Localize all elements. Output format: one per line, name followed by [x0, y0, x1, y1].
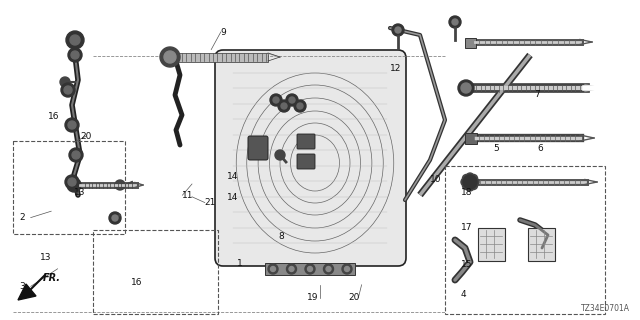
Circle shape — [68, 48, 82, 62]
Text: 14: 14 — [227, 172, 239, 181]
Circle shape — [72, 151, 80, 159]
Text: 9: 9 — [221, 28, 227, 36]
Circle shape — [270, 94, 282, 106]
Text: 11: 11 — [182, 191, 194, 200]
Circle shape — [61, 83, 75, 97]
Circle shape — [109, 212, 121, 224]
Circle shape — [294, 100, 306, 112]
Circle shape — [68, 178, 76, 186]
Text: 8: 8 — [278, 232, 284, 241]
Circle shape — [68, 121, 76, 129]
Circle shape — [164, 51, 176, 63]
Circle shape — [297, 103, 303, 109]
Circle shape — [392, 24, 404, 36]
Text: 17: 17 — [461, 223, 472, 232]
Text: 13: 13 — [40, 253, 51, 262]
Circle shape — [342, 264, 352, 274]
Circle shape — [60, 77, 70, 87]
Circle shape — [66, 31, 84, 49]
Circle shape — [64, 86, 72, 94]
Circle shape — [289, 97, 295, 103]
Bar — [93, 230, 218, 314]
Text: 18: 18 — [461, 188, 472, 196]
Circle shape — [281, 103, 287, 109]
Text: 16: 16 — [131, 278, 143, 287]
Text: 3: 3 — [19, 282, 25, 291]
Circle shape — [463, 174, 470, 182]
Circle shape — [461, 178, 469, 186]
FancyBboxPatch shape — [465, 132, 477, 143]
Circle shape — [458, 80, 474, 96]
Circle shape — [112, 215, 118, 221]
Text: 19: 19 — [307, 293, 319, 302]
Circle shape — [69, 148, 83, 162]
Circle shape — [344, 267, 349, 271]
Text: FR.: FR. — [43, 273, 61, 283]
FancyBboxPatch shape — [465, 37, 476, 47]
FancyBboxPatch shape — [215, 50, 406, 266]
Circle shape — [287, 264, 296, 274]
Circle shape — [461, 83, 471, 93]
Circle shape — [65, 175, 79, 189]
Bar — [445, 166, 605, 314]
Circle shape — [449, 16, 461, 28]
FancyBboxPatch shape — [297, 134, 315, 149]
Circle shape — [273, 97, 279, 103]
Circle shape — [463, 175, 477, 189]
Text: 15: 15 — [461, 260, 472, 269]
Text: 4: 4 — [461, 290, 467, 299]
Circle shape — [326, 267, 331, 271]
Circle shape — [160, 47, 180, 67]
Text: 16: 16 — [48, 112, 60, 121]
Circle shape — [71, 51, 79, 59]
Circle shape — [463, 181, 470, 189]
Circle shape — [65, 118, 79, 132]
Circle shape — [67, 178, 81, 192]
FancyBboxPatch shape — [178, 53, 268, 62]
Text: 6: 6 — [538, 144, 543, 153]
Text: 7: 7 — [534, 90, 540, 99]
Text: 2: 2 — [19, 213, 25, 222]
Text: 1: 1 — [237, 260, 243, 268]
FancyBboxPatch shape — [477, 228, 504, 260]
Text: 5: 5 — [493, 144, 499, 153]
Circle shape — [323, 264, 333, 274]
Circle shape — [452, 19, 458, 25]
Bar — [13, 141, 125, 234]
Circle shape — [470, 174, 477, 182]
Circle shape — [395, 27, 401, 33]
Text: 12: 12 — [390, 64, 402, 73]
Circle shape — [286, 94, 298, 106]
Circle shape — [275, 150, 285, 160]
Circle shape — [115, 180, 125, 190]
Circle shape — [70, 35, 80, 45]
Text: 14: 14 — [227, 193, 239, 202]
Circle shape — [289, 267, 294, 271]
Polygon shape — [18, 284, 36, 300]
FancyBboxPatch shape — [265, 263, 355, 275]
Text: 20: 20 — [349, 293, 360, 302]
Circle shape — [278, 100, 290, 112]
Circle shape — [470, 181, 477, 189]
Circle shape — [466, 173, 474, 181]
Circle shape — [305, 264, 315, 274]
Text: 13: 13 — [74, 188, 85, 196]
Circle shape — [466, 183, 474, 191]
FancyBboxPatch shape — [297, 154, 315, 169]
Text: TZ34E0701A: TZ34E0701A — [581, 304, 630, 313]
Circle shape — [471, 178, 479, 186]
Text: 21: 21 — [205, 198, 216, 207]
Circle shape — [307, 267, 312, 271]
Circle shape — [271, 267, 275, 271]
FancyBboxPatch shape — [527, 228, 554, 260]
FancyBboxPatch shape — [248, 136, 268, 160]
Text: 10: 10 — [430, 175, 442, 184]
Circle shape — [268, 264, 278, 274]
Text: 20: 20 — [80, 132, 92, 140]
